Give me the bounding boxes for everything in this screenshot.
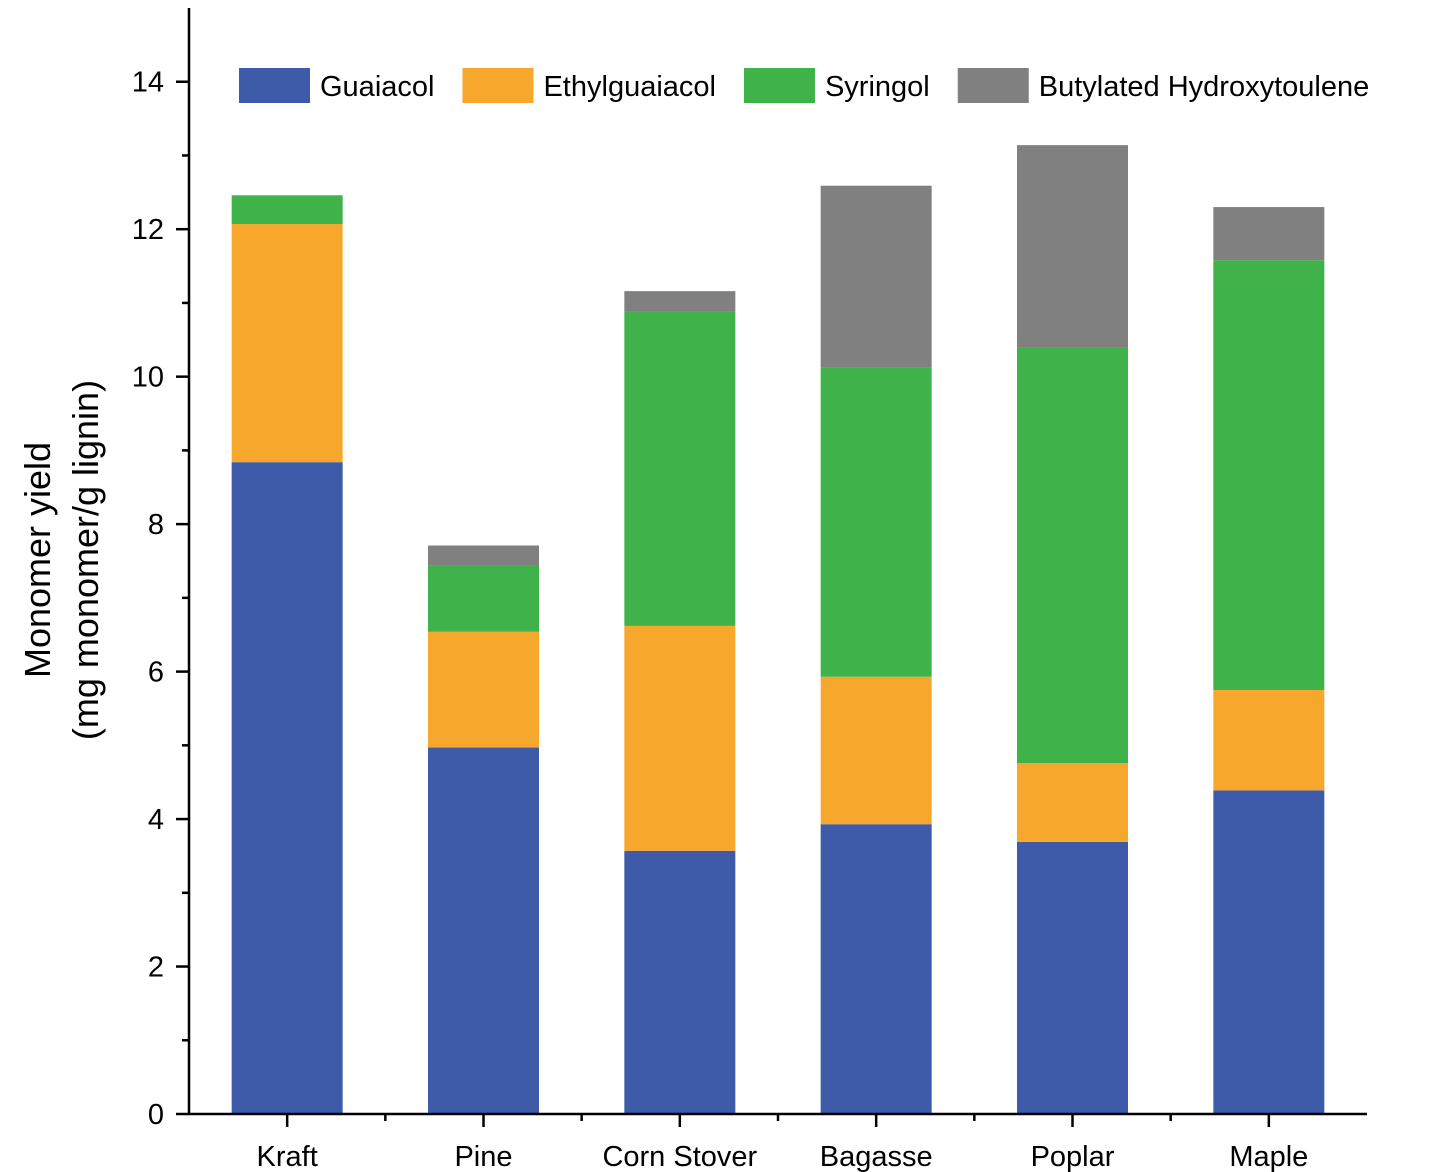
bar-segment-butylated-hydroxytoulene [428, 545, 539, 566]
x-tick-label: Pine [454, 1141, 512, 1172]
y-tick-label: 2 [148, 952, 164, 984]
axes-group [187, 8, 1367, 1116]
bar-segment-syringol [1017, 347, 1128, 764]
bar-segment-syringol [428, 565, 539, 632]
bar-segment-guaiacol [1213, 790, 1325, 1114]
x-tick-label: Bagasse [820, 1141, 933, 1172]
bar-segment-guaiacol [428, 747, 539, 1114]
bar-segment-guaiacol [1017, 841, 1128, 1114]
bar-segment-syringol [231, 195, 343, 225]
y-axis-title: Monomer yield (mg monomer/g lignin) [17, 380, 106, 740]
y-tick-label: 6 [148, 657, 164, 689]
bar-segment-syringol [1213, 260, 1325, 691]
bar-segment-butylated-hydroxytoulene [1017, 145, 1128, 348]
legend-swatch [743, 68, 815, 103]
y-ticks-group: 0 2 4 6 8 10 12 14 [132, 67, 189, 1131]
bar-segment-guaiacol [624, 850, 736, 1114]
bar-segment-butylated-hydroxytoulene [624, 291, 736, 312]
legend-swatch [957, 68, 1029, 103]
legend: Guaiacol Ethylguaiacol Syringol Butylated H… [239, 68, 1369, 103]
x-tick-label: Maple [1229, 1141, 1308, 1172]
bar-segment-ethylguaiacol [820, 676, 932, 825]
y-tick-label: 0 [148, 1099, 164, 1131]
x-ticks-group: Kraft Pine Corn Stover Bagasse Poplar Maple [257, 1114, 1308, 1172]
legend-label: Butylated Hydroxytoulene [1039, 71, 1369, 103]
bar-segment-butylated-hydroxytoulene [820, 185, 932, 368]
bar-segment-ethylguaiacol [1017, 763, 1128, 842]
y-axis-title-line2: (mg monomer/g lignin) [65, 380, 106, 740]
x-tick-label: Poplar [1031, 1141, 1115, 1172]
bar-segment-ethylguaiacol [624, 625, 736, 851]
y-tick-label: 14 [132, 67, 164, 99]
x-tick-label: Kraft [257, 1141, 318, 1172]
legend-label: Syringol [825, 71, 930, 103]
legend-swatch [462, 68, 534, 103]
bar-segment-syringol [624, 311, 736, 626]
bar-segment-ethylguaiacol [1213, 690, 1325, 791]
x-tick-label: Corn Stover [602, 1141, 757, 1172]
y-tick-label: 4 [148, 804, 164, 836]
bar-segment-ethylguaiacol [428, 631, 539, 748]
bars-group [231, 145, 1325, 1114]
y-tick-label: 8 [148, 509, 164, 541]
y-tick-label: 12 [132, 214, 164, 246]
legend-label: Ethylguaiacol [543, 71, 716, 103]
bar-segment-ethylguaiacol [231, 224, 343, 463]
bar-segment-guaiacol [231, 462, 343, 1114]
legend-swatch [239, 68, 310, 103]
bar-segment-guaiacol [820, 824, 932, 1114]
y-axis-title-line1: Monomer yield [17, 442, 58, 678]
legend-label: Guaiacol [320, 71, 434, 103]
y-tick-label: 10 [132, 362, 164, 394]
bar-segment-butylated-hydroxytoulene [1213, 207, 1325, 261]
bar-segment-syringol [820, 367, 932, 677]
